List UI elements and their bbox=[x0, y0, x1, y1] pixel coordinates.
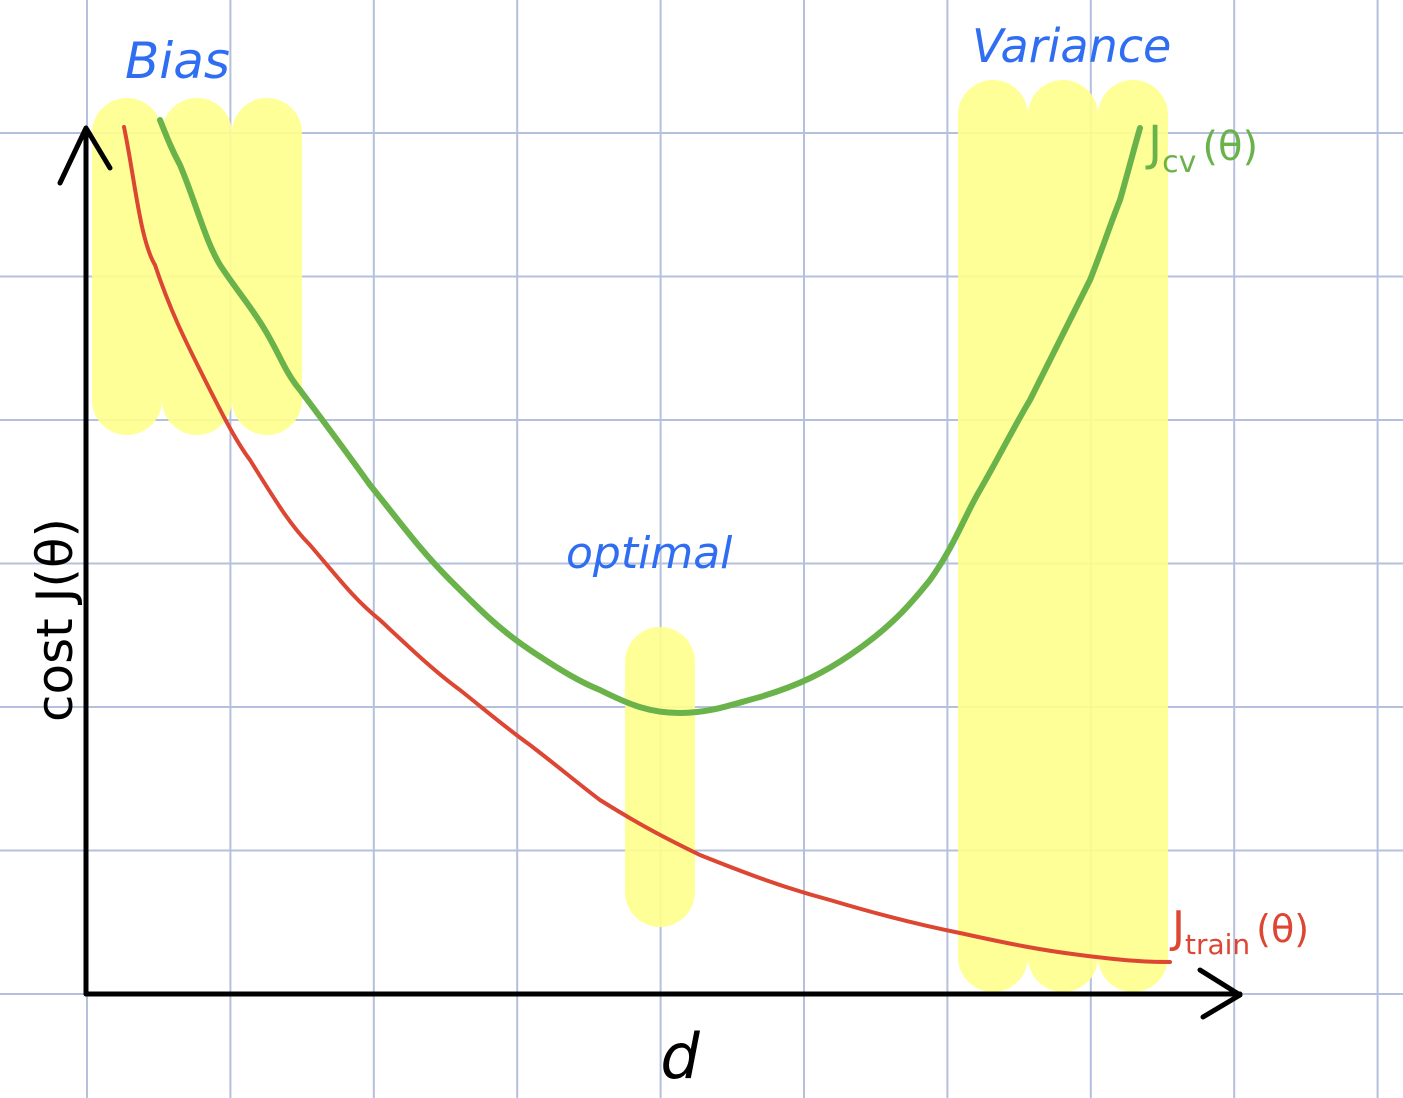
cv-sub: cv bbox=[1162, 145, 1196, 180]
cv-curve bbox=[157, 117, 1143, 717]
cv-main: J bbox=[1145, 116, 1162, 172]
bias-highlight bbox=[232, 98, 302, 435]
bias-highlight bbox=[92, 98, 162, 435]
train-arg: (θ) bbox=[1256, 907, 1309, 951]
axes bbox=[57, 125, 1243, 1020]
highlights bbox=[92, 80, 1168, 992]
train-label: Jtrain (θ) bbox=[1169, 902, 1309, 961]
train-main: J bbox=[1169, 902, 1185, 953]
train-curve bbox=[122, 125, 1172, 964]
x-axis-label: d bbox=[660, 1020, 700, 1093]
x-axis bbox=[83, 967, 1243, 1020]
variance-label: Variance bbox=[972, 19, 1171, 73]
cv-label: Jcv (θ) bbox=[1145, 116, 1258, 180]
cv-arg: (θ) bbox=[1202, 124, 1258, 170]
bias-label: Bias bbox=[125, 32, 230, 90]
optimal-highlight bbox=[625, 627, 695, 927]
variance-highlight bbox=[1098, 80, 1168, 992]
y-axis bbox=[57, 125, 113, 997]
y-axis-label: cost J(θ) bbox=[26, 518, 84, 722]
train-sub: train bbox=[1185, 928, 1250, 961]
variance-highlight bbox=[958, 80, 1028, 992]
bias-highlight bbox=[162, 98, 232, 435]
optimal-label: optimal bbox=[566, 528, 733, 579]
variance-highlight bbox=[1028, 80, 1098, 992]
